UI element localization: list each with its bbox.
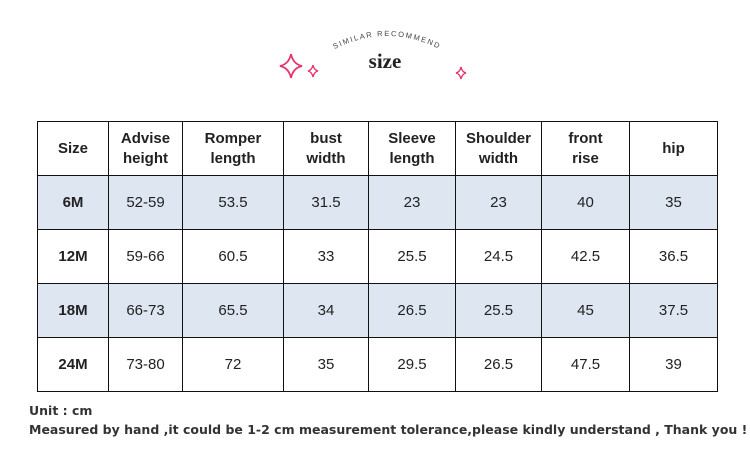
column-header: hip — [629, 121, 718, 176]
table-cell: 26.5 — [368, 283, 456, 338]
table-body: 6M 52-59 53.5 31.5 23 23 40 35 12M 59-66 60.5 33 25.… — [37, 175, 718, 392]
note: Unit : cm — [29, 403, 93, 418]
title: size — [369, 49, 402, 73]
table-cell: 31.5 — [283, 175, 369, 230]
table-cell: 53.5 — [182, 175, 284, 230]
table-cell: 33 — [283, 229, 369, 284]
table-cell: 6M — [37, 175, 109, 230]
star — [307, 64, 319, 78]
table-cell: 36.5 — [629, 229, 718, 284]
table-cell: 25.5 — [455, 283, 542, 338]
table-cell: 34 — [283, 283, 369, 338]
header-row: Size Advise height Romper length bust width… — [37, 121, 718, 176]
note: Measured by hand ,it could be 1-2 cm mea… — [29, 422, 748, 437]
column-header: bust width — [283, 121, 369, 176]
table-row: 18M 66-73 65.5 34 26.5 25.5 45 37.5 — [37, 283, 718, 338]
subtitle: SIMILAR RECOMMEND — [331, 29, 441, 51]
table-cell: 42.5 — [541, 229, 630, 284]
star — [279, 53, 303, 79]
table-cell: 23 — [368, 175, 456, 230]
table-cell: 25.5 — [368, 229, 456, 284]
table-cell: 37.5 — [629, 283, 718, 338]
table-cell: 73-80 — [108, 337, 183, 392]
column-header: Size — [37, 121, 109, 176]
column-header: front rise — [541, 121, 630, 176]
table-cell: 60.5 — [182, 229, 284, 284]
table-row: 12M 59-66 60.5 33 25.5 24.5 42.5 36.5 — [37, 229, 718, 284]
table-cell: 12M — [37, 229, 109, 284]
column-header: Romper length — [182, 121, 284, 176]
table-cell: 18M — [37, 283, 109, 338]
table-cell: 72 — [182, 337, 284, 392]
table-cell: 39 — [629, 337, 718, 392]
table-cell: 45 — [541, 283, 630, 338]
table-cell: 66-73 — [108, 283, 183, 338]
table-cell: 40 — [541, 175, 630, 230]
table-cell: 35 — [283, 337, 369, 392]
table-row: 6M 52-59 53.5 31.5 23 23 40 35 — [37, 175, 718, 230]
table-cell: 59-66 — [108, 229, 183, 284]
table-cell: 47.5 — [541, 337, 630, 392]
table-row: 24M 73-80 72 35 29.5 26.5 47.5 39 — [37, 337, 718, 392]
column-header: Sleeve length — [368, 121, 456, 176]
subtitle-arc: SIMILAR RECOMMEND — [331, 29, 442, 51]
table-cell: 65.5 — [182, 283, 284, 338]
table-cell: 24M — [37, 337, 109, 392]
header: SIMILAR RECOMMEND size — [279, 29, 467, 80]
table-cell: 24.5 — [455, 229, 542, 284]
column-header: Advise height — [108, 121, 183, 176]
size-table: Size Advise height Romper length bust width… — [37, 121, 718, 392]
star — [455, 66, 467, 80]
table-cell: 29.5 — [368, 337, 456, 392]
table-cell: 35 — [629, 175, 718, 230]
table-cell: 26.5 — [455, 337, 542, 392]
table-cell: 52-59 — [108, 175, 183, 230]
column-header: Shoulder width — [455, 121, 542, 176]
notes: Unit : cm Measured by hand ,it could be 1… — [29, 401, 747, 439]
table-cell: 23 — [455, 175, 542, 230]
